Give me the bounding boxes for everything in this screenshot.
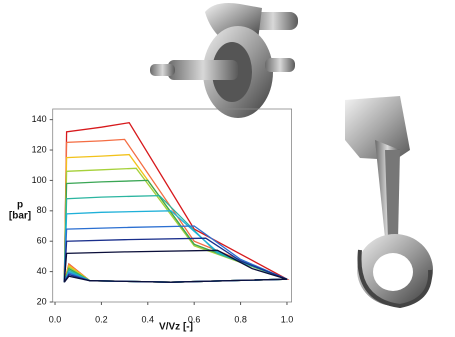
plot-frame bbox=[53, 109, 292, 302]
y-tick-label: 80 bbox=[37, 205, 47, 215]
y-tick-label: 140 bbox=[32, 114, 47, 124]
y-tick-label: 100 bbox=[32, 175, 47, 185]
y-tick-label: 60 bbox=[37, 236, 47, 246]
figure: 0.00.20.40.60.81.020406080100120140V/Vz … bbox=[0, 0, 455, 337]
y-tick-label: 20 bbox=[37, 296, 47, 306]
pv-curve bbox=[64, 123, 287, 283]
pv-curve bbox=[64, 238, 287, 282]
x-tick-label: 0.8 bbox=[234, 314, 247, 324]
y-axis-label: p bbox=[17, 200, 23, 211]
x-tick-label: 1.0 bbox=[281, 314, 294, 324]
y-tick-label: 40 bbox=[37, 266, 47, 276]
x-tick-label: 0.4 bbox=[142, 314, 155, 324]
x-axis-label: V/Vz [-] bbox=[159, 322, 193, 333]
pv-curve bbox=[64, 226, 287, 282]
piston-rod-render bbox=[345, 96, 433, 306]
x-tick-label: 0.2 bbox=[95, 314, 108, 324]
x-tick-label: 0.0 bbox=[49, 314, 62, 324]
crankshaft-render bbox=[150, 3, 298, 118]
y-axis-label: [bar] bbox=[9, 211, 31, 222]
y-tick-label: 120 bbox=[32, 144, 47, 154]
